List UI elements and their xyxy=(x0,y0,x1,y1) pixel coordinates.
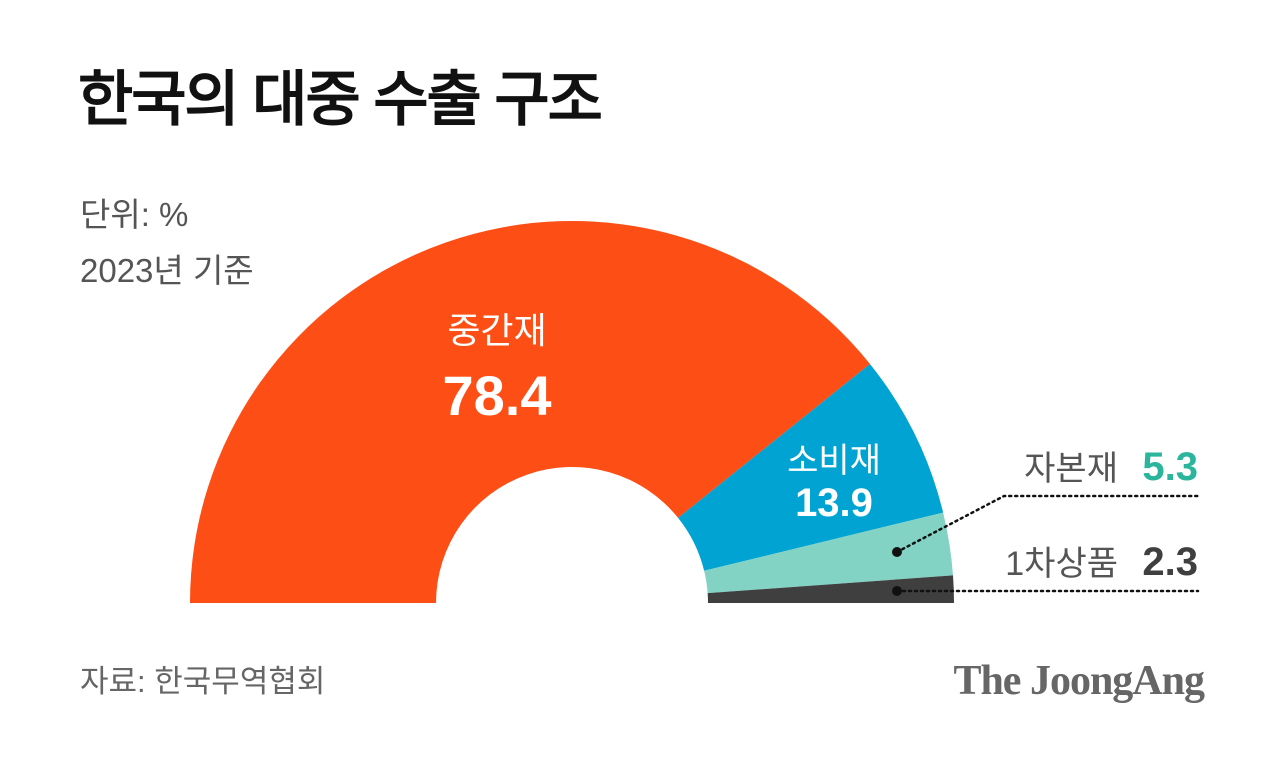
chart-title: 한국의 대중 수출 구조 xyxy=(78,66,603,133)
chart-slices xyxy=(190,220,954,603)
value-capital-goods: 5.3 xyxy=(1142,445,1198,489)
label-capital-goods: 자본재 xyxy=(1024,450,1118,488)
label-consumer-goods: 소비재 xyxy=(787,442,881,480)
value-intermediate-goods: 78.4 xyxy=(443,364,552,427)
value-consumer-goods: 13.9 xyxy=(795,481,873,525)
label-intermediate-goods: 중간재 xyxy=(447,310,546,351)
slice-consumer-goods xyxy=(678,363,944,571)
brand-logo: The JoongAng xyxy=(953,658,1205,704)
leader-lines xyxy=(892,494,1200,596)
source-label: 자료: 한국무역협회 xyxy=(80,664,326,699)
slice-intermediate-goods xyxy=(190,220,870,603)
basis-year-label: 2023년 기준 xyxy=(80,252,254,289)
slice-primary-goods xyxy=(707,575,954,603)
unit-label: 단위: % xyxy=(80,196,189,233)
value-primary-goods: 2.3 xyxy=(1142,540,1198,584)
slice-capital-goods xyxy=(704,512,954,594)
label-primary-goods: 1차상품 xyxy=(1005,545,1118,583)
leader-line-capital-goods xyxy=(895,494,1200,554)
